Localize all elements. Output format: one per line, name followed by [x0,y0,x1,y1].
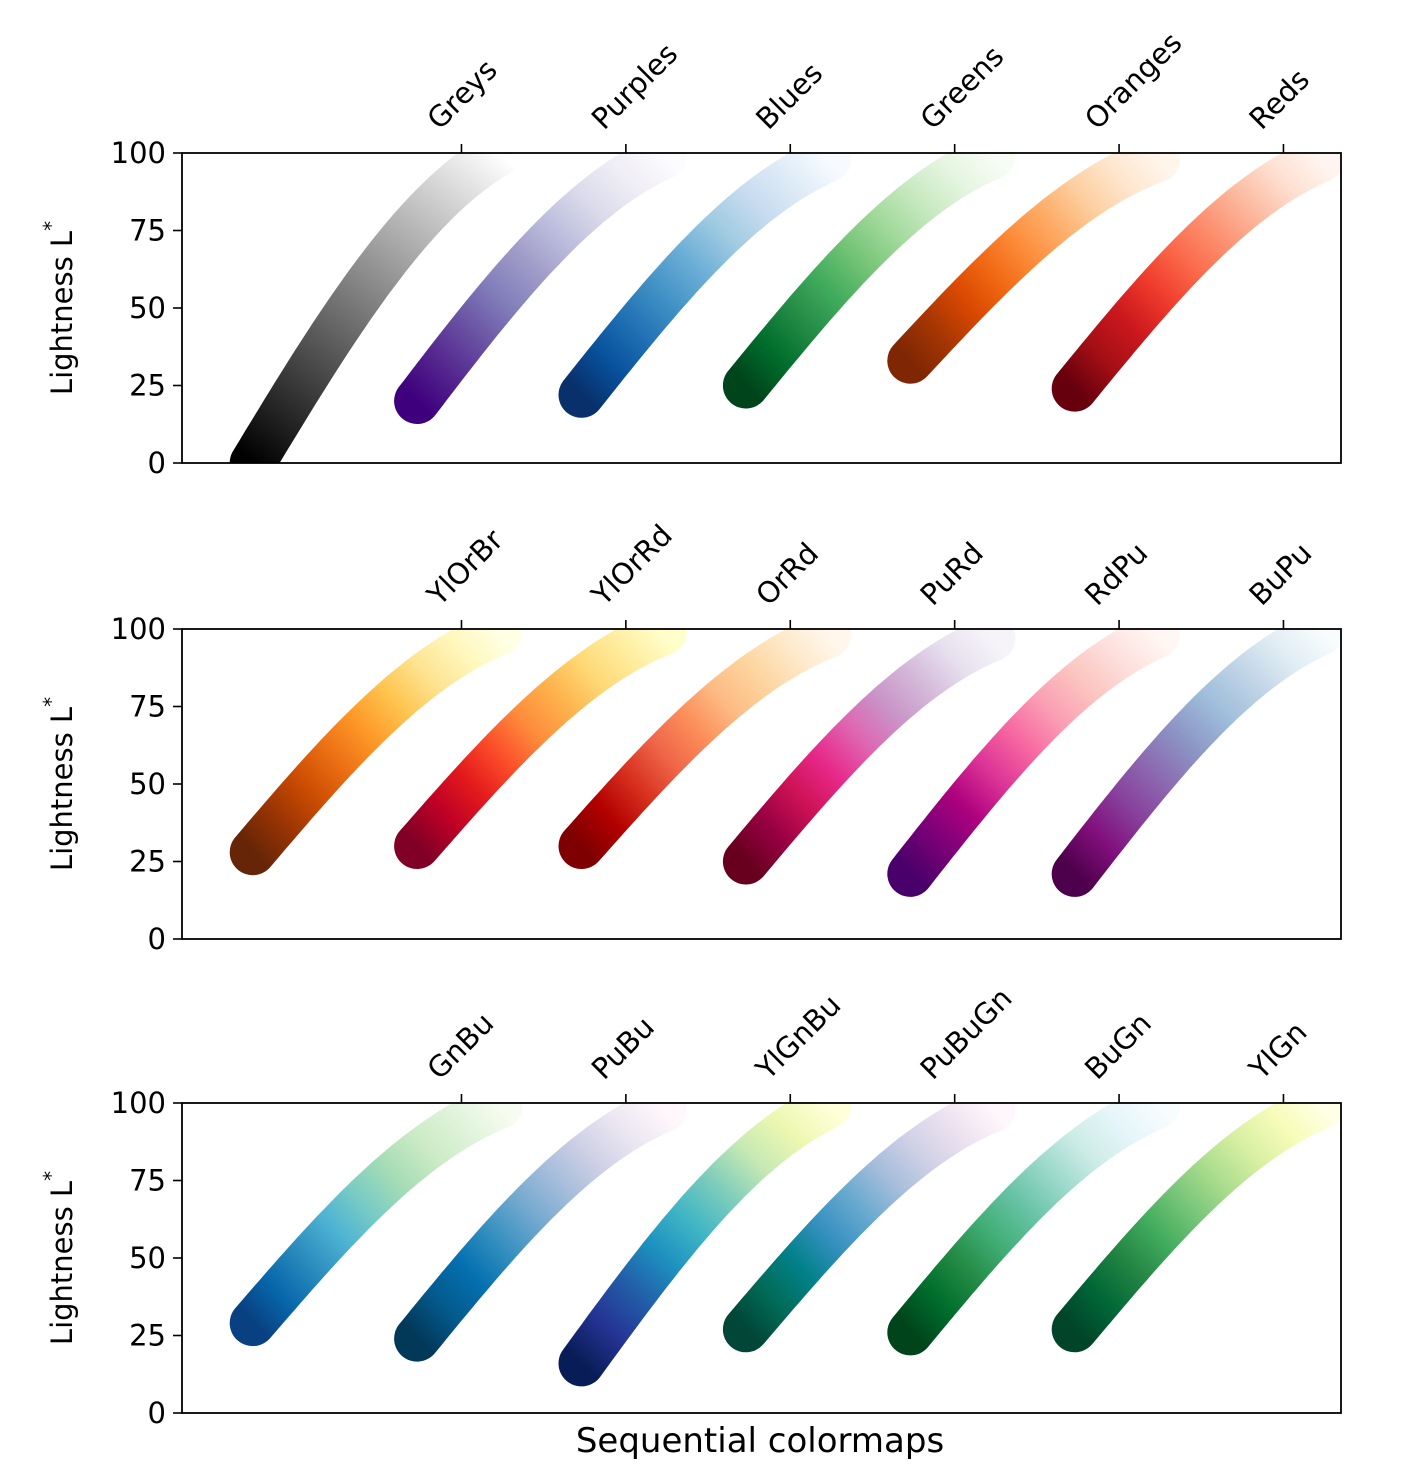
colormap-label-oranges: Oranges [1078,25,1188,135]
colormap-curve-ylorbr [229,629,523,876]
colormap-curve-orrd [558,629,852,869]
colormap-label-purd: PuRd [914,536,990,612]
y-tick-label: 75 [129,1164,166,1198]
colormap-label-ylgnbu: YlGnBu [748,988,847,1087]
colormap-label-bugn: BuGn [1078,1006,1158,1086]
colormap-curve-purd [722,629,1016,885]
colormap-curve-pubugn [722,1103,1016,1353]
colormap-label-greys: Greys [420,53,503,136]
colormap-label-reds: Reds [1242,62,1316,136]
y-tick-label: 100 [111,136,166,170]
y-tick-label: 0 [148,446,166,480]
y-tick-label: 25 [129,1319,166,1353]
colormap-curve-oranges [887,153,1180,384]
colormap-label-greens: Greens [914,39,1011,136]
colormap-curve-bugn [887,1103,1180,1356]
y-tick-label: 0 [148,1396,166,1430]
y-tick-label: 0 [148,922,166,956]
colormap-curve-bupu [1051,629,1341,897]
x-axis-title: Sequential colormaps [576,1421,944,1461]
panel-3: 0 25 50 75 100 Lightness L* GnBu PuBu YlGnBu PuBu… [39,981,1342,1430]
colormap-label-ylorrd: YlOrRd [584,518,679,613]
y-tick-label: 50 [129,1241,166,1275]
y-tick-label: 100 [111,612,166,646]
colormap-label-orrd: OrRd [749,536,825,612]
y-axis-label: Lightness L* [39,1171,79,1345]
colormap-label-bupu: BuPu [1242,536,1318,612]
y-axis-label: Lightness L* [39,221,79,395]
colormap-curve-pubu [394,1103,687,1362]
colormap-label-blues: Blues [749,56,829,136]
y-axis-label: Lightness L* [39,697,79,871]
colormap-curve-ylgnbu [558,1103,852,1387]
colormap-curve-rdpu [887,629,1180,897]
panel-1: 0 25 50 75 100 Lightness L* Greys Purples Blues G… [39,25,1342,480]
y-tick-label: 100 [111,1086,166,1120]
y-tick-label: 50 [129,291,166,325]
y-tick-label: 75 [129,690,166,724]
y-tick-label: 50 [129,767,166,801]
colormap-curve-ylorrd [394,629,687,869]
colormap-label-purples: Purples [585,36,684,135]
colormap-label-ylorbr: YlOrBr [420,523,510,613]
colormap-curve-greens [722,153,1016,409]
y-tick-label: 25 [129,845,166,879]
y-tick-label: 25 [129,369,166,403]
panel-2: 0 25 50 75 100 Lightness L* YlOrBr YlOrRd OrRd Pu… [39,518,1342,956]
colormap-label-ylgn: YlGn [1242,1015,1314,1087]
y-tick-label: 75 [129,214,166,248]
colormap-curve-reds [1051,153,1341,412]
colormap-label-pubugn: PuBuGn [914,981,1019,1086]
colormap-curve-purples [394,153,687,424]
colormap-label-gnbu: GnBu [420,1006,500,1086]
colormap-curve-blues [558,153,852,418]
colormap-curve-greys [229,153,523,463]
colormap-label-rdpu: RdPu [1078,536,1154,612]
colormap-label-pubu: PuBu [585,1010,661,1086]
colormap-curve-gnbu [229,1103,523,1347]
colormap-curve-ylgn [1051,1103,1341,1353]
